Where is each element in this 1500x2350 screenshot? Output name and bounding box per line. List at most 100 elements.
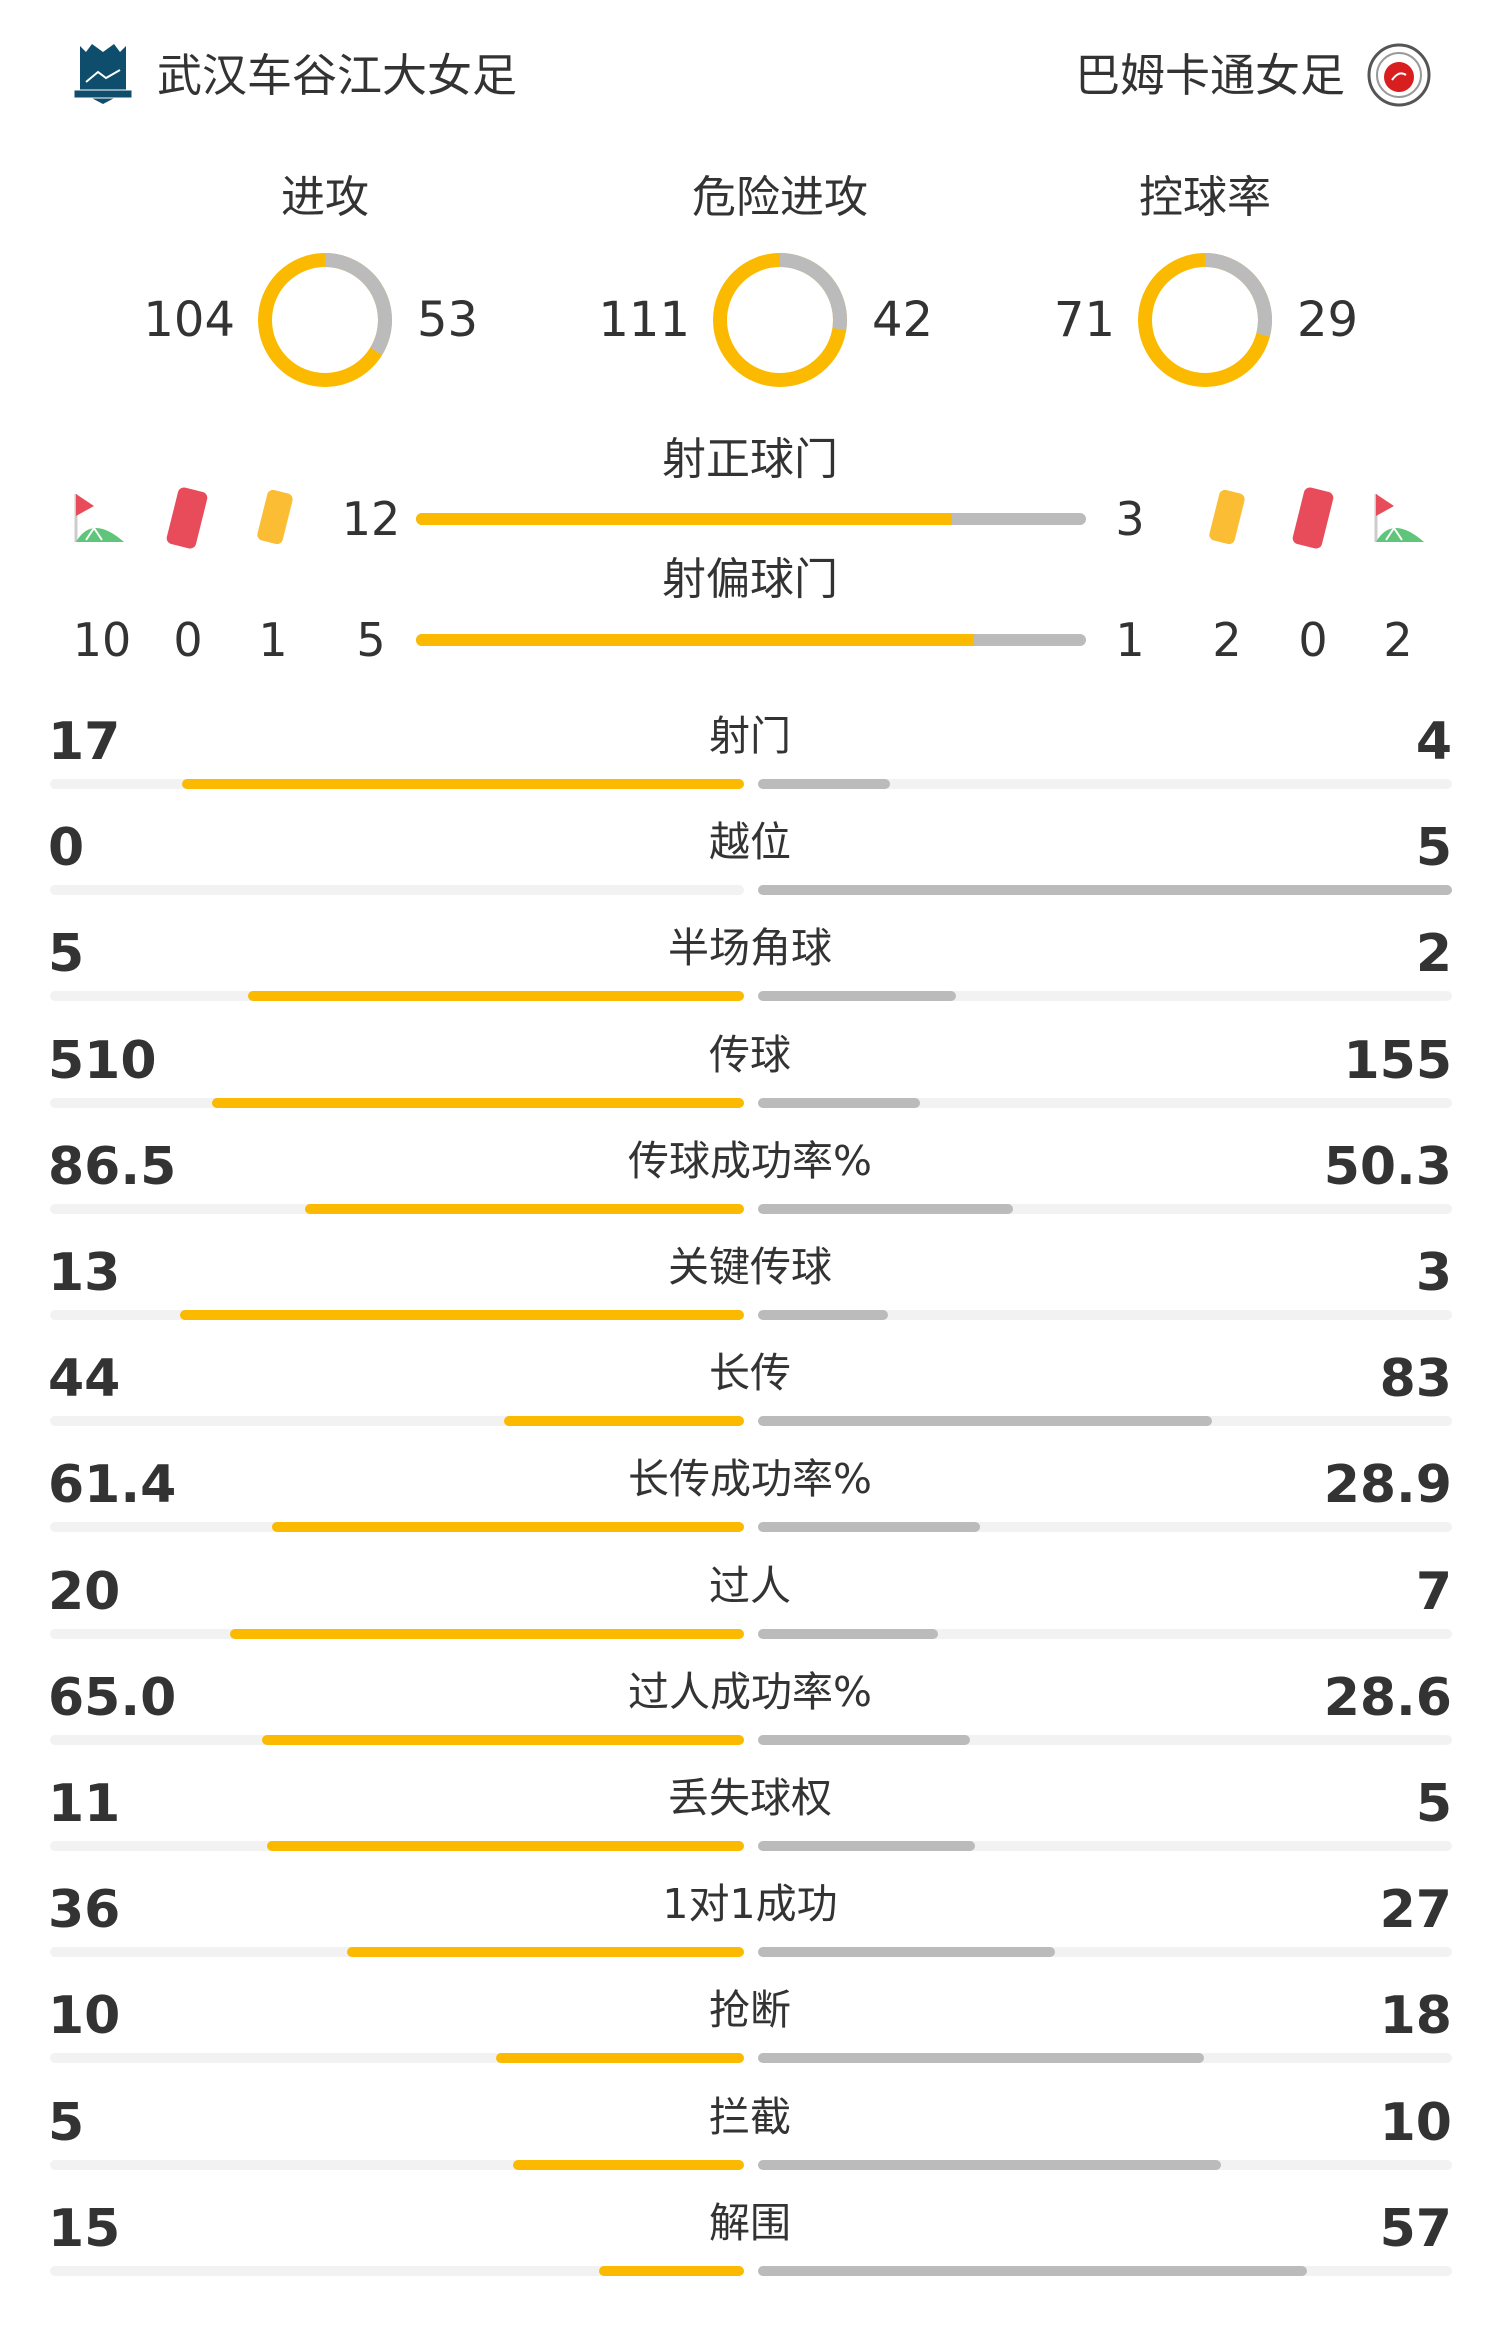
stat-away-bar bbox=[758, 1097, 920, 1108]
stat-away-value: 3 bbox=[1415, 1243, 1452, 1303]
donut-away-value: 29 bbox=[1297, 292, 1359, 348]
stat-home-bar bbox=[305, 1203, 744, 1214]
stat-away-value: 83 bbox=[1379, 1349, 1452, 1410]
stat-home-bar bbox=[599, 2265, 744, 2276]
stat-away-value: 10 bbox=[1379, 2092, 1452, 2153]
stat-away-value: 28.6 bbox=[1323, 1667, 1452, 1728]
stat-home-bar bbox=[182, 779, 744, 789]
home-team-logo bbox=[70, 42, 136, 108]
stat-row: 17 射门 4 bbox=[0, 710, 1500, 816]
stat-away-bar bbox=[758, 1203, 1014, 1214]
stat-home-bar bbox=[266, 1841, 744, 1851]
home-team-name: 武汉车谷江大女足 bbox=[157, 49, 518, 102]
stat-away-track bbox=[758, 2159, 1452, 2170]
home-red-cards-value: 0 bbox=[173, 613, 203, 667]
stat-home-bar bbox=[229, 1628, 744, 1639]
stat-label: 长传成功率% bbox=[628, 1455, 872, 1504]
stat-home-value: 17 bbox=[48, 712, 121, 772]
stat-home-bar bbox=[248, 991, 744, 1002]
stat-home-value: 61.4 bbox=[48, 1455, 177, 1516]
stat-home-value: 5 bbox=[48, 2092, 85, 2153]
donut-title: 进攻 bbox=[281, 172, 369, 223]
donut-chart bbox=[1130, 245, 1280, 395]
shots-on-target-bar bbox=[416, 513, 1086, 525]
stat-away-value: 28.9 bbox=[1323, 1455, 1452, 1516]
away-red-cards-value: 0 bbox=[1298, 613, 1328, 667]
stat-home-value: 5 bbox=[48, 924, 85, 985]
stat-home-value: 65.0 bbox=[48, 1667, 177, 1728]
stat-away-track bbox=[758, 1841, 1452, 1851]
stat-home-track bbox=[50, 779, 744, 789]
stat-home-value: 36 bbox=[48, 1880, 121, 1941]
shots-off-target-bar bbox=[416, 634, 1086, 646]
stat-home-value: 0 bbox=[48, 818, 85, 879]
stat-label: 过人成功率% bbox=[628, 1667, 872, 1716]
home-corners-value: 10 bbox=[72, 613, 132, 667]
stat-label: 拦截 bbox=[709, 2092, 791, 2141]
stat-label: 射门 bbox=[709, 712, 791, 760]
stat-home-track bbox=[50, 885, 744, 896]
away-team-name: 巴姆卡通女足 bbox=[1074, 49, 1345, 102]
stat-row: 11 丢失球权 5 bbox=[0, 1772, 1500, 1878]
stat-home-track bbox=[50, 2053, 744, 2064]
stat-label: 解围 bbox=[709, 2198, 791, 2247]
stat-away-track bbox=[758, 2265, 1452, 2276]
stat-away-bar bbox=[758, 1841, 975, 1851]
stat-away-bar bbox=[758, 1310, 889, 1320]
stat-label: 越位 bbox=[709, 818, 791, 867]
stat-row: 44 长传 83 bbox=[0, 1347, 1500, 1453]
stat-home-track bbox=[50, 1947, 744, 1958]
stat-away-value: 2 bbox=[1415, 924, 1452, 985]
stat-home-value: 86.5 bbox=[48, 1136, 177, 1197]
stat-row: 5 拦截 10 bbox=[0, 2091, 1500, 2197]
stat-away-bar bbox=[758, 779, 891, 789]
stat-away-bar bbox=[758, 1734, 971, 1745]
stat-home-bar bbox=[496, 2053, 744, 2064]
donut-away-arc bbox=[713, 253, 847, 387]
stat-home-value: 44 bbox=[48, 1349, 121, 1410]
stat-home-bar bbox=[262, 1734, 744, 1745]
stat-home-track bbox=[50, 1841, 744, 1851]
stat-away-track bbox=[758, 885, 1452, 896]
stat-home-bar bbox=[347, 1947, 744, 1958]
stat-away-track bbox=[758, 1097, 1452, 1108]
stat-away-value: 5 bbox=[1415, 1774, 1452, 1834]
donut-chart bbox=[250, 245, 400, 395]
stat-away-bar bbox=[758, 885, 1452, 896]
stat-home-bar bbox=[272, 1522, 744, 1533]
stat-away-bar bbox=[758, 1416, 1212, 1427]
away-team-logo bbox=[1366, 42, 1432, 108]
home-yellow-cards-value: 1 bbox=[258, 613, 288, 667]
stat-home-track bbox=[50, 1628, 744, 1639]
stat-away-track bbox=[758, 991, 1452, 1002]
stat-home-bar bbox=[180, 1310, 744, 1320]
stat-row: 0 越位 5 bbox=[0, 816, 1500, 922]
stat-row: 13 关键传球 3 bbox=[0, 1241, 1500, 1347]
stat-label: 半场角球 bbox=[668, 924, 832, 973]
stat-label: 过人 bbox=[709, 1561, 791, 1610]
stat-away-bar bbox=[758, 2265, 1308, 2276]
stat-away-value: 18 bbox=[1379, 1986, 1452, 2047]
corner-flag-icon bbox=[1372, 490, 1428, 550]
donut-home-value: 71 bbox=[1053, 292, 1115, 348]
donut-away-arc bbox=[258, 253, 392, 387]
stat-away-bar bbox=[758, 1628, 938, 1639]
home-shots-off-value: 5 bbox=[356, 613, 386, 667]
home-shots-on-value: 12 bbox=[341, 492, 401, 546]
stat-home-track bbox=[50, 1522, 744, 1533]
yellow-card-icon bbox=[1202, 487, 1252, 551]
stat-away-bar bbox=[758, 1947, 1056, 1958]
away-corners-value: 2 bbox=[1383, 613, 1413, 667]
stat-label: 丢失球权 bbox=[668, 1774, 832, 1822]
stat-away-value: 7 bbox=[1415, 1561, 1452, 1622]
stat-away-track bbox=[758, 1734, 1452, 1745]
stat-row: 15 解围 57 bbox=[0, 2197, 1500, 2303]
away-yellow-cards-value: 2 bbox=[1212, 613, 1242, 667]
stat-row: 20 过人 7 bbox=[0, 1560, 1500, 1666]
corner-flag-icon bbox=[72, 490, 128, 550]
stat-label: 1对1成功 bbox=[662, 1880, 838, 1929]
stat-away-value: 5 bbox=[1415, 818, 1452, 879]
red-card-icon bbox=[162, 485, 212, 555]
stat-away-value: 27 bbox=[1379, 1880, 1452, 1941]
stat-label: 关键传球 bbox=[668, 1243, 832, 1291]
